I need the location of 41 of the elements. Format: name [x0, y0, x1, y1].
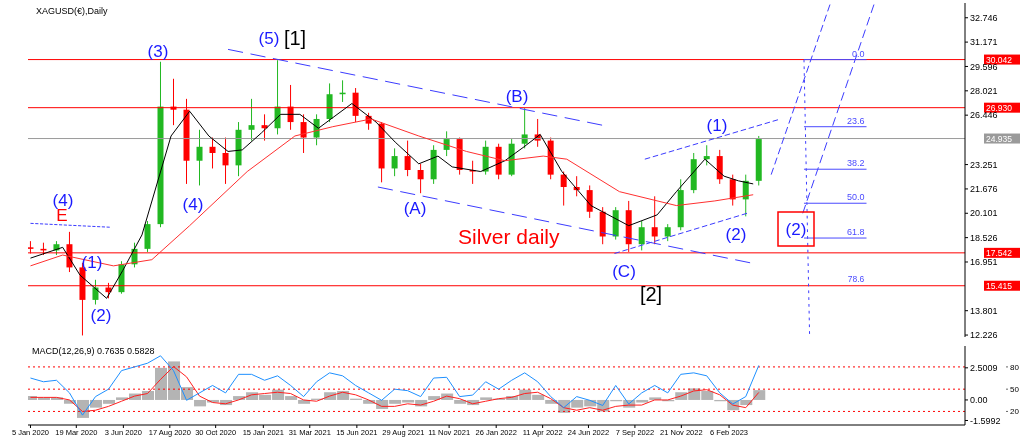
annotation: (B) — [505, 86, 529, 106]
annotation: 78.6 — [847, 273, 865, 284]
annotation: (1) — [706, 115, 728, 135]
y-tick-label: 13.801 — [970, 305, 998, 316]
y-tick-label: 0.00 — [970, 395, 988, 406]
annotation: (4) — [182, 194, 204, 214]
y-tick-label: 23.251 — [970, 159, 998, 170]
y2-tick-label: 20 — [1010, 407, 1020, 417]
y-tick-label: 12.226 — [970, 330, 998, 341]
annotation: (4) — [52, 190, 74, 210]
y-tick-label: 32.746 — [970, 12, 998, 23]
annotation: [1] — [283, 27, 307, 49]
y-tick-label: -1.5992 — [970, 415, 1001, 426]
y-tick-label: 20.101 — [970, 208, 998, 219]
y2-tick-label: 80 — [1010, 362, 1020, 372]
y-tick-label: 31.171 — [970, 37, 998, 48]
series-label: 23.6 — [847, 115, 865, 126]
annotation: (C) — [612, 261, 636, 281]
series-label: 61.8 — [847, 227, 865, 238]
series-label: 50.0 — [847, 192, 865, 203]
annotation: (3) — [147, 41, 169, 61]
y-tick-label: 16.951 — [970, 257, 998, 268]
y-tick-label: 21.676 — [970, 184, 998, 195]
annotation: (2) — [785, 219, 807, 239]
chart-title: MACD(12,26,9) 0.7635 0.5828 — [32, 346, 155, 356]
text: Silver daily — [458, 225, 560, 249]
annotation: [2] — [639, 283, 663, 305]
series-label: 38.2 — [847, 158, 865, 169]
annotation: (2) — [90, 305, 112, 325]
annotation: (2) — [725, 224, 747, 244]
ref-line-label: 17.542 — [986, 248, 1013, 259]
y-tick-label: 2.5009 — [970, 363, 998, 374]
y-tick-label: 18.526 — [970, 232, 998, 243]
ref-line-label: 15.415 — [986, 281, 1013, 292]
annotation: (A) — [403, 198, 427, 218]
y2-tick-label: 50 — [1010, 385, 1020, 395]
annotation: (5) — [258, 28, 280, 48]
ref-line-label: 24.935 — [986, 134, 1013, 145]
series-label: 0.0 — [852, 48, 865, 59]
y-tick-label: 28.021 — [970, 86, 998, 97]
chart-subtitle: XAGUSD(€),Daily — [36, 6, 108, 16]
